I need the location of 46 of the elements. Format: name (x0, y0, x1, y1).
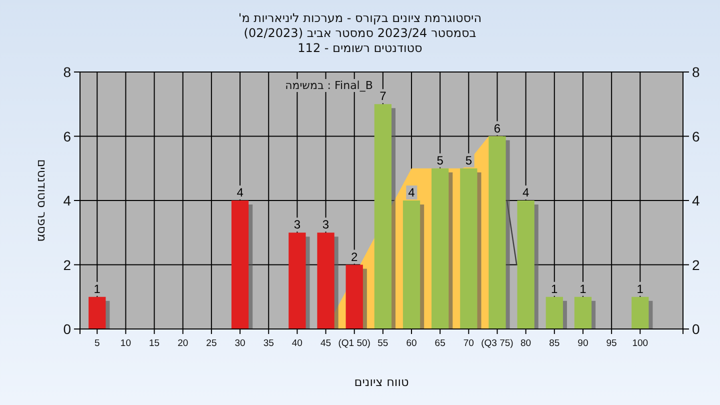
x-tick-label: 60 (406, 338, 417, 349)
x-tick-label: 30 (234, 338, 246, 349)
y-tick-label: 2 (63, 256, 72, 273)
data-label: 3 (292, 218, 303, 232)
data-label: 2 (349, 250, 360, 264)
x-tick-label: 15 (149, 338, 160, 349)
text: סטודנטים רשומים - 112 (298, 41, 423, 55)
y2-tick-label: 0 (692, 321, 700, 337)
x-tick-label: 80 (520, 338, 532, 349)
data-label: 4 (406, 186, 418, 200)
y2-tick-label: 6 (692, 128, 700, 144)
data-label: 4 (234, 186, 246, 200)
x-tick-label: 20 (178, 338, 188, 349)
x-tick-label: 5 (94, 338, 100, 349)
x-tick-label: 100 (632, 338, 648, 349)
x-tick-label: 95 (606, 338, 617, 349)
x-tick-label: 55 (378, 338, 388, 349)
y-tick-label: 8 (63, 64, 72, 80)
y2-tick-label: 2 (692, 256, 700, 273)
x-tick-label: (Q1 50) (338, 338, 370, 349)
x-tick-label: 65 (434, 338, 446, 349)
chart-title: היסטוגרמת ציונים בקורס - מערכות ליניאריות מ' (238, 11, 482, 25)
y2-tick-label: 4 (692, 192, 700, 208)
x-tick-label: 10 (120, 338, 132, 349)
x-tick-label: 90 (578, 338, 588, 349)
y-tick-label: 4 (63, 192, 72, 208)
data-label: 1 (578, 282, 589, 296)
x-tick-label: 85 (549, 338, 560, 349)
x-tick-label: 25 (206, 338, 217, 349)
annotation: במשימה : Final_B (283, 79, 375, 92)
x-tick-label: 40 (292, 338, 302, 349)
y-axis-title: מספר סטודנטים (35, 159, 49, 242)
chart-subtitle: בסמסטר 2023/24 סמסטר אביב (02/2023) (244, 26, 476, 40)
x-tick-label: 70 (463, 338, 474, 349)
data-label: 7 (378, 89, 389, 104)
data-label: 4 (520, 186, 532, 200)
y2-tick-label: 8 (692, 64, 700, 80)
x-tick-label: 35 (263, 338, 274, 349)
y-tick-label: 0 (63, 321, 72, 337)
data-label: 3 (320, 218, 332, 232)
x-axis-title: טווח ציונים (354, 375, 409, 389)
y-tick-label: 6 (63, 128, 72, 144)
data-label: 5 (434, 153, 446, 168)
data-label: 1 (549, 282, 560, 296)
x-tick-label: (Q3 75) (481, 338, 514, 349)
x-tick-label: 45 (320, 338, 332, 349)
